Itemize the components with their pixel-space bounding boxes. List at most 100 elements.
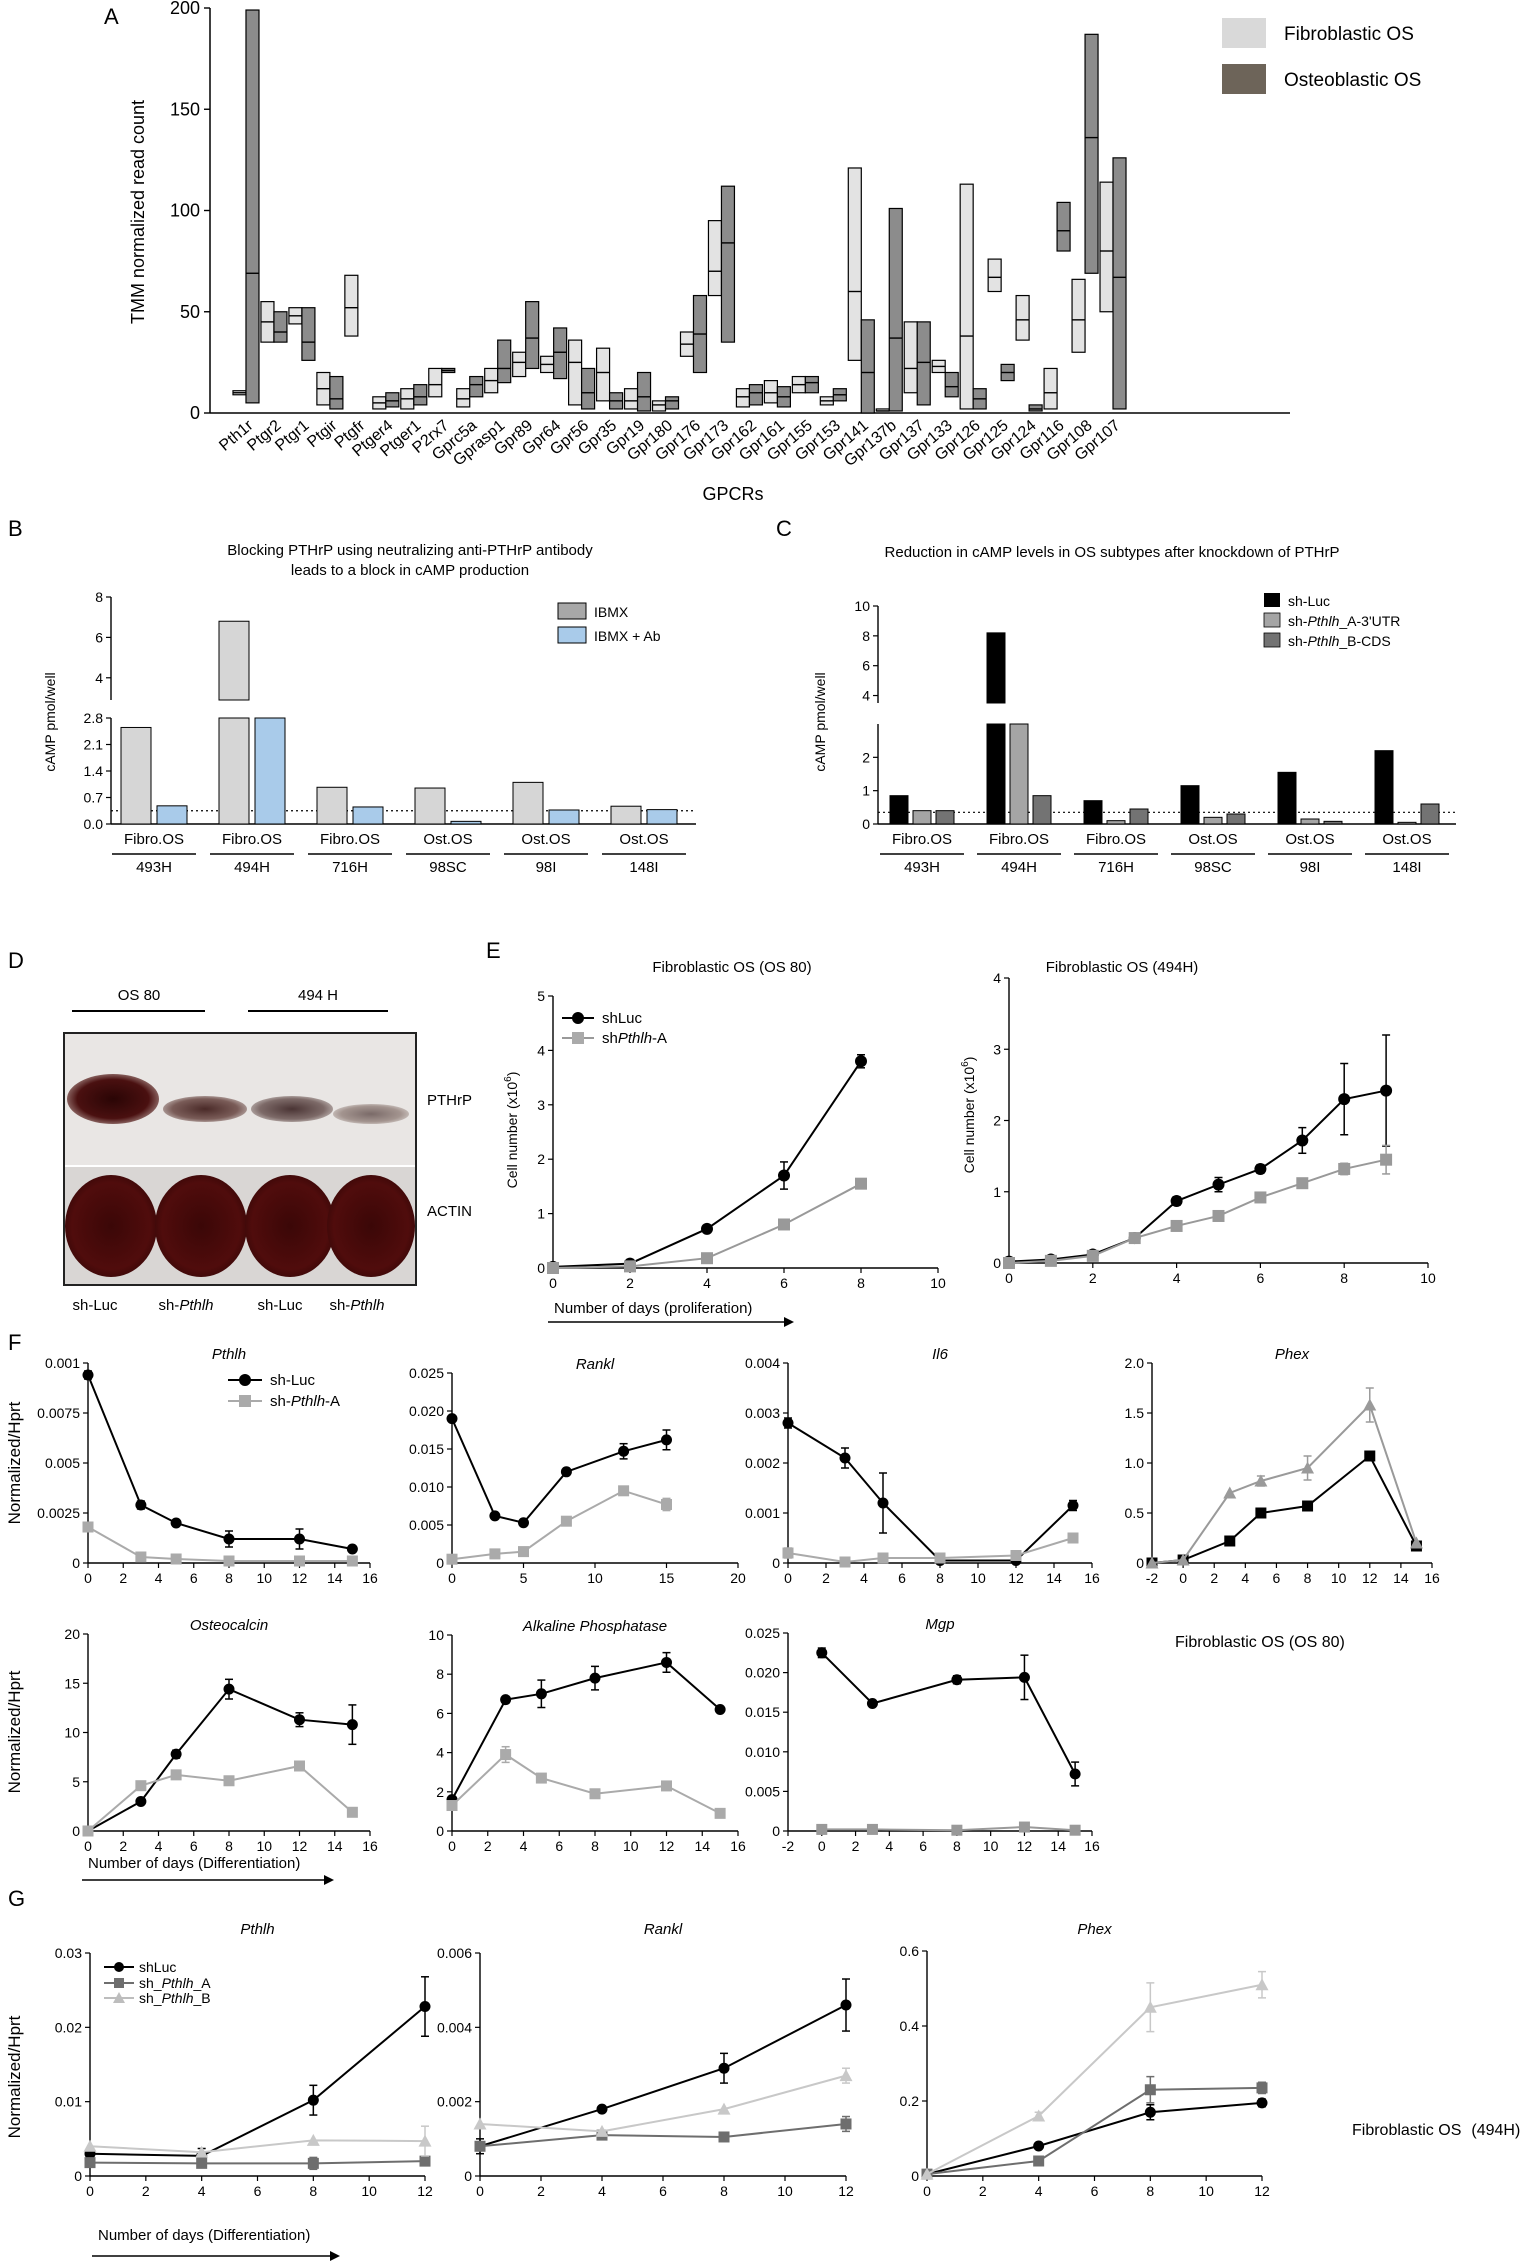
series-line (87, 1374, 353, 1550)
data-point (1176, 1553, 1190, 1566)
data-point (717, 2102, 731, 2115)
ytick-label: 10 (854, 598, 870, 614)
xtick-label: 2 (822, 1570, 830, 1586)
series-line (87, 1764, 354, 1832)
blot-band-actin-lane3 (245, 1175, 335, 1277)
data-point (346, 1543, 358, 1555)
xtick-label: 4 (155, 1570, 163, 1586)
xtick-label: 0 (818, 1838, 826, 1854)
legend-marker (114, 1978, 124, 1988)
data-point (223, 1683, 235, 1695)
series-line (89, 2005, 426, 2157)
series-line (1008, 1089, 1387, 1263)
ytick-label: 3 (537, 1097, 545, 1113)
ytick-label: 1.5 (1125, 1405, 1145, 1421)
xtick-label: 8 (1304, 1570, 1312, 1586)
blot-lane-2: sh-Pthlh (158, 1297, 213, 1314)
ytick-label: 0.5 (1125, 1505, 1145, 1521)
bar-lower (986, 723, 1006, 825)
xtick-label: 12 (1008, 1570, 1024, 1586)
data-point (1128, 1232, 1141, 1245)
legend-label-shpthlh: shPthlh-A (602, 1030, 667, 1047)
panel-a-range-bar (273, 311, 288, 343)
panel-a-range-bar (344, 274, 359, 337)
group-label: 716H (332, 859, 368, 876)
legend-marker-shpthlh (572, 1032, 584, 1044)
ytick-label: 0 (72, 1823, 80, 1839)
bar-upper (986, 632, 1006, 704)
panel-b-legend-ibmx: IBMX (594, 604, 629, 620)
panel-a-range-bar (763, 380, 778, 404)
xtick-label: 2 (626, 1275, 634, 1291)
panel-e-ylabel-2: Cell number (x106) (960, 1057, 977, 1174)
data-point (135, 1780, 147, 1792)
ytick-label: 0.02 (55, 2019, 82, 2035)
panel-a-range-bar (1056, 201, 1071, 252)
panel-a-range-bar (903, 321, 918, 394)
legend-label-osteoblastic: Osteoblastic OS (1284, 70, 1421, 91)
panel-a-range-bar (525, 301, 540, 370)
data-point (306, 2133, 320, 2146)
bar (1009, 723, 1029, 825)
legend-swatch-fibroblastic (1222, 18, 1266, 48)
subchart-title: Pthlh (212, 1346, 246, 1363)
data-point (135, 1551, 147, 1563)
panel-e-chart-1: 0 1 2 3 4 5 0 2 4 6 8 10 shLuc shPthlh-A (537, 988, 946, 1291)
blot-label-actin: ACTIN (427, 1203, 472, 1220)
xtick-label: 8 (953, 1838, 961, 1854)
series-line (787, 1422, 1074, 1562)
xtick-label: 14 (1050, 1838, 1066, 1854)
data-point (661, 1498, 672, 1510)
bar (935, 810, 955, 825)
bar (316, 786, 348, 825)
ytick-label: 0.020 (745, 1665, 780, 1681)
subchart-title: Pthlh (240, 1921, 274, 1938)
xtick-label: 8 (857, 1275, 865, 1291)
ytick-label: 5 (537, 988, 545, 1004)
data-point (589, 1672, 601, 1684)
panel-c-legend-swatch-sh-a (1263, 612, 1281, 628)
ytick-label: 0 (911, 2168, 919, 2184)
data-point (661, 1656, 672, 1668)
ytick-label: 0.010 (409, 1479, 444, 1495)
legend-label: sh_Pthlh_A (139, 1975, 211, 1991)
panel-a-range-bar (385, 392, 400, 408)
ytick-label: 1.4 (84, 763, 104, 779)
xtick-label: 2 (119, 1570, 127, 1586)
ytick-label: 0.005 (409, 1517, 444, 1533)
data-point (661, 1780, 672, 1792)
data-point (1044, 1254, 1057, 1267)
data-point (951, 1674, 963, 1686)
panel-a-range-bar (1028, 404, 1043, 412)
xtick-label: 14 (1046, 1570, 1062, 1586)
xtick-label: 2 (1089, 1270, 1097, 1286)
legend-marker (114, 1962, 124, 1972)
panel-e-title-2: Fibroblastic OS (494H) (1046, 959, 1199, 976)
ytick-label: 0.002 (437, 2094, 472, 2110)
blot-band-pthrp-lane1 (67, 1074, 159, 1124)
group-label: 98SC (429, 859, 467, 876)
data-point (294, 1555, 305, 1567)
panel-letter-d: D (8, 948, 24, 973)
data-point (135, 1499, 147, 1511)
xtick-label: 12 (417, 2183, 433, 2199)
blot-header-right: 494 H (298, 987, 338, 1004)
data-point (1254, 1191, 1267, 1204)
ytick-label: 2 (862, 749, 870, 765)
panel-a-range-bar (497, 339, 512, 384)
subchart-title: Phex (1275, 1346, 1310, 1363)
data-point (1086, 1249, 1099, 1262)
data-point (518, 1546, 529, 1558)
data-point (500, 1749, 512, 1761)
data-point (195, 2145, 209, 2158)
ytick-label: 0.01 (55, 2094, 82, 2110)
category-label: Fibro.OS (1086, 831, 1146, 848)
ytick-label: 4 (95, 670, 103, 686)
data-point (170, 1517, 182, 1529)
xtick-label: 4 (1241, 1570, 1249, 1586)
data-point (346, 1806, 358, 1818)
bar-lower (218, 717, 250, 825)
ytick-label: 0 (1136, 1555, 1144, 1571)
data-point (489, 1510, 501, 1522)
